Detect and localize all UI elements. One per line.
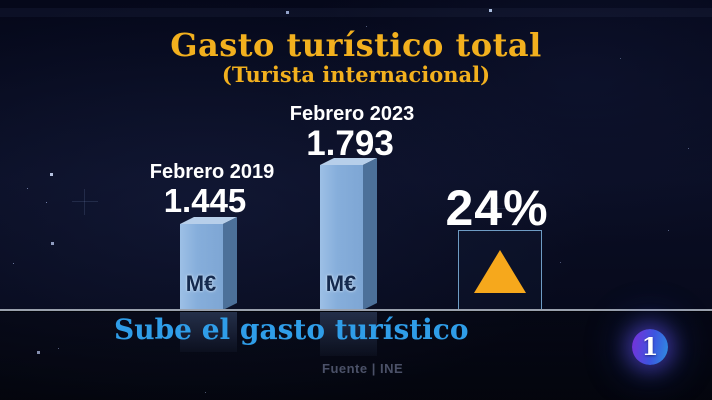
up-triangle-icon (474, 250, 526, 293)
headline-ticker: Sube el gasto turístico (114, 313, 469, 346)
bar-2019-top-face (180, 217, 237, 224)
channel-logo-digit: 1 (641, 332, 659, 361)
bar-2023 (320, 165, 363, 310)
bar-label-febrero-2019: Febrero 2019 (149, 161, 275, 183)
chart-baseline-axis (0, 309, 712, 311)
bar-2023-unit-label: M€ (325, 271, 357, 296)
bar-2019-side-face (223, 217, 237, 310)
bar-label-febrero-2023: Febrero 2023 (289, 103, 415, 125)
bar-2023-reflection (320, 312, 377, 356)
bar-value-2019: 1.445 (163, 182, 247, 219)
background-lower-band (0, 311, 712, 400)
bar-2019-reflection (180, 312, 237, 352)
bar-2019-unit-label: M€ (185, 271, 217, 296)
channel-la1-logo: 1 (632, 329, 668, 365)
percent-change-value: 24% (445, 180, 549, 236)
crosshair-decoration (72, 189, 98, 215)
starfield-decoration (0, 0, 1, 1)
bar-2019 (180, 224, 223, 310)
background-top-band (0, 8, 712, 17)
bar-2023-side-face (363, 158, 377, 310)
data-source-credit: Fuente | INE (322, 361, 404, 376)
bar-value-2023: 1.793 (306, 124, 394, 163)
crosshair-decoration (485, 196, 511, 222)
chart-subtitle: (Turista internacional) (221, 62, 491, 87)
increase-indicator-box (458, 230, 542, 310)
bar-2023-top-face (320, 158, 377, 165)
chart-title: Gasto turístico total (170, 26, 542, 64)
